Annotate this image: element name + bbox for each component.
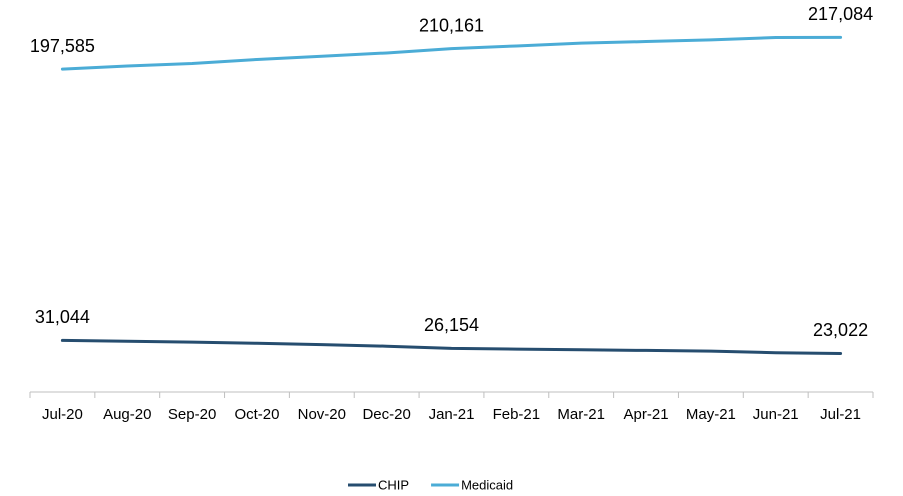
x-tick-label: Jun-21 — [753, 406, 799, 423]
data-label: 210,161 — [419, 15, 484, 35]
data-label: 26,154 — [424, 315, 479, 335]
x-tick-label: Aug-20 — [103, 406, 151, 423]
series-line — [60, 35, 843, 71]
x-tick-label: Feb-21 — [493, 406, 541, 423]
x-tick-label: Sep-20 — [168, 406, 216, 423]
data-label: 31,044 — [35, 307, 90, 327]
data-label: 197,585 — [30, 36, 95, 56]
x-tick-label: Apr-21 — [624, 406, 669, 423]
data-label: 217,084 — [808, 4, 873, 24]
x-tick-label: Nov-20 — [298, 406, 346, 423]
series-line — [60, 338, 843, 355]
legend-label: CHIP — [378, 477, 409, 492]
x-tick-label: Jul-21 — [820, 406, 861, 423]
x-tick-label: Mar-21 — [557, 406, 605, 423]
data-label: 23,022 — [813, 320, 868, 340]
legend-label: Medicaid — [461, 477, 513, 492]
x-tick-label: Jul-20 — [42, 406, 83, 423]
x-tick-label: May-21 — [686, 406, 736, 423]
x-tick-label: Dec-20 — [362, 406, 410, 423]
x-tick-label: Oct-20 — [234, 406, 279, 423]
x-tick-label: Jan-21 — [429, 406, 475, 423]
